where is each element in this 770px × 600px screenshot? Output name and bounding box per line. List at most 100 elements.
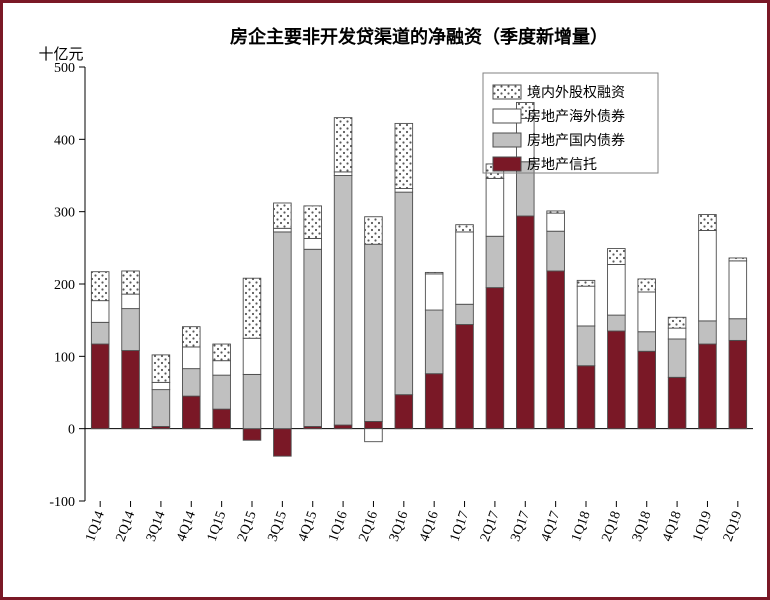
bar-segment-equity bbox=[334, 118, 352, 172]
x-tick-label: 4Q17 bbox=[539, 509, 564, 543]
bar-segment-domestic_bond bbox=[577, 326, 595, 366]
legend-label: 房地产信托 bbox=[527, 157, 597, 173]
chart-container: 房企主要非开发贷渠道的净融资（季度新增量）十亿元-100010020030040… bbox=[13, 11, 757, 589]
bar-segment-trust bbox=[729, 340, 747, 428]
x-tick-label: 3Q15 bbox=[265, 509, 290, 543]
bar-segment-overseas_bond bbox=[699, 230, 717, 320]
bar-segment-domestic_bond bbox=[486, 236, 504, 287]
bar-segment-trust bbox=[668, 377, 686, 428]
x-tick-label: 2Q16 bbox=[356, 509, 381, 543]
bar-segment-trust bbox=[213, 409, 231, 429]
bar-segment-overseas_bond bbox=[365, 429, 383, 442]
bar-segment-overseas_bond bbox=[729, 261, 747, 319]
x-tick-label: 1Q14 bbox=[83, 509, 108, 543]
bar-segment-domestic_bond bbox=[729, 319, 747, 341]
x-tick-label: 4Q16 bbox=[417, 509, 442, 543]
y-tick-label: 0 bbox=[68, 423, 75, 438]
bar-segment-trust bbox=[334, 425, 352, 429]
bar-segment-overseas_bond bbox=[486, 178, 504, 236]
bar-segment-trust bbox=[425, 374, 443, 429]
bar-segment-overseas_bond bbox=[395, 189, 413, 193]
x-tick-label: 3Q18 bbox=[630, 509, 655, 543]
bar-segment-equity bbox=[608, 249, 626, 265]
bar-segment-equity bbox=[213, 344, 231, 361]
bar-segment-equity bbox=[729, 258, 747, 261]
bar-segment-equity bbox=[425, 272, 443, 273]
x-tick-label: 1Q19 bbox=[690, 509, 715, 543]
bar-segment-trust bbox=[577, 366, 595, 429]
bar-segment-domestic_bond bbox=[274, 232, 292, 429]
y-tick-label: 300 bbox=[54, 206, 75, 221]
bar-segment-overseas_bond bbox=[334, 172, 352, 176]
outer-frame: 房企主要非开发贷渠道的净融资（季度新增量）十亿元-100010020030040… bbox=[0, 0, 770, 600]
bar-segment-domestic_bond bbox=[608, 315, 626, 331]
bar-segment-overseas_bond bbox=[182, 347, 200, 369]
x-tick-label: 4Q15 bbox=[296, 509, 321, 543]
x-tick-label: 1Q16 bbox=[326, 509, 351, 543]
bar-segment-domestic_bond bbox=[638, 332, 656, 352]
bar-segment-domestic_bond bbox=[699, 321, 717, 344]
y-tick-label: 400 bbox=[54, 133, 75, 148]
bar-segment-trust bbox=[699, 344, 717, 429]
bar-segment-domestic_bond bbox=[91, 322, 109, 344]
legend-swatch bbox=[493, 157, 521, 171]
x-tick-label: 1Q17 bbox=[448, 509, 473, 543]
bar-segment-overseas_bond bbox=[425, 274, 443, 310]
x-tick-label: 4Q14 bbox=[174, 509, 199, 543]
x-tick-label: 4Q18 bbox=[660, 509, 685, 543]
bar-segment-domestic_bond bbox=[365, 244, 383, 421]
x-tick-label: 1Q18 bbox=[569, 509, 594, 543]
legend-swatch bbox=[493, 85, 521, 99]
bar-segment-domestic_bond bbox=[668, 339, 686, 377]
x-tick-label: 2Q19 bbox=[721, 509, 746, 543]
bar-segment-trust bbox=[182, 396, 200, 429]
bar-segment-domestic_bond bbox=[456, 304, 474, 324]
y-tick-label: 200 bbox=[54, 278, 75, 293]
bar-segment-domestic_bond bbox=[304, 249, 322, 426]
legend-label: 境内外股权融资 bbox=[527, 85, 625, 101]
bar-segment-equity bbox=[638, 279, 656, 292]
bar-segment-equity bbox=[304, 206, 322, 239]
bar-segment-trust bbox=[486, 288, 504, 429]
bar-segment-overseas_bond bbox=[243, 338, 261, 374]
bar-segment-equity bbox=[91, 272, 109, 301]
bar-segment-overseas_bond bbox=[668, 328, 686, 339]
x-tick-label: 1Q15 bbox=[205, 509, 230, 543]
bar-segment-trust bbox=[516, 216, 534, 429]
x-tick-label: 2Q15 bbox=[235, 509, 260, 543]
x-tick-label: 2Q18 bbox=[599, 509, 624, 543]
bar-segment-domestic_bond bbox=[334, 176, 352, 426]
bar-segment-equity bbox=[365, 217, 383, 244]
bar-segment-domestic_bond bbox=[425, 310, 443, 374]
bar-segment-overseas_bond bbox=[638, 292, 656, 332]
bar-segment-trust bbox=[274, 429, 292, 456]
bar-segment-equity bbox=[182, 327, 200, 347]
bar-segment-overseas_bond bbox=[122, 294, 140, 308]
x-tick-label: 3Q14 bbox=[144, 509, 169, 543]
bar-segment-overseas_bond bbox=[608, 264, 626, 315]
chart-title: 房企主要非开发贷渠道的净融资（季度新增量） bbox=[230, 26, 608, 47]
bar-segment-trust bbox=[91, 344, 109, 429]
legend-swatch bbox=[493, 109, 521, 123]
bar-segment-trust bbox=[547, 271, 565, 429]
bar-segment-overseas_bond bbox=[213, 361, 231, 375]
bar-segment-trust bbox=[608, 331, 626, 429]
bar-segment-equity bbox=[699, 215, 717, 231]
bar-segment-domestic_bond bbox=[152, 390, 170, 427]
bar-segment-domestic_bond bbox=[395, 192, 413, 395]
bar-segment-trust bbox=[243, 429, 261, 441]
bar-segment-equity bbox=[122, 271, 140, 294]
bar-segment-overseas_bond bbox=[274, 228, 292, 232]
bar-segment-equity bbox=[547, 211, 565, 213]
stacked-bar-chart: 房企主要非开发贷渠道的净融资（季度新增量）十亿元-100010020030040… bbox=[13, 11, 763, 595]
bar-segment-overseas_bond bbox=[152, 382, 170, 389]
bar-segment-trust bbox=[456, 325, 474, 429]
bar-segment-trust bbox=[395, 395, 413, 429]
bar-segment-equity bbox=[456, 225, 474, 232]
bar-segment-domestic_bond bbox=[547, 231, 565, 271]
bar-segment-equity bbox=[274, 203, 292, 228]
x-tick-label: 3Q17 bbox=[508, 509, 533, 543]
legend-swatch bbox=[493, 133, 521, 147]
x-tick-label: 2Q14 bbox=[114, 509, 139, 543]
bar-segment-equity bbox=[243, 278, 261, 338]
